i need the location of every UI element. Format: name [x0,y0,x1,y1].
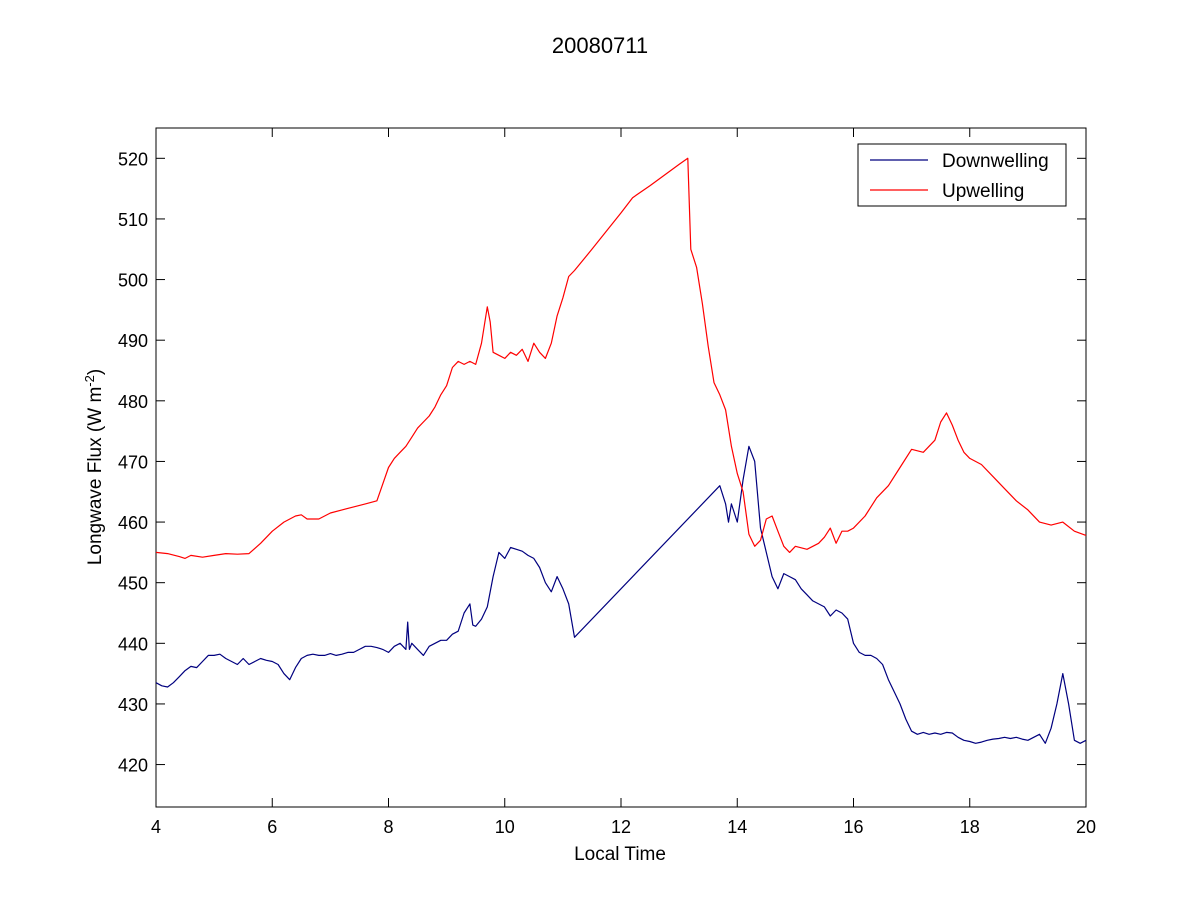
x-tick-label: 6 [267,817,277,837]
y-tick-label: 510 [118,210,148,230]
series-line-downwelling [155,445,1087,744]
y-tick-label: 440 [118,634,148,654]
y-tick-label: 430 [118,695,148,715]
y-tick-label: 420 [118,756,148,776]
axes-box [155,127,1087,808]
x-tick-label: 10 [495,817,515,837]
x-tick-label: 20 [1076,817,1096,837]
x-tick-label: 8 [383,817,393,837]
y-axis-label-main: Longwave Flux (W m [85,387,106,565]
x-tick-label: 14 [727,817,747,837]
y-tick-label: 470 [118,452,148,472]
x-tick-label: 18 [960,817,980,837]
y-axis-label-close: ) [85,369,106,375]
y-axis-label-superscript: -2 [82,375,97,387]
legend-label-downwelling: Downwelling [942,151,1049,172]
y-tick-label: 480 [118,392,148,412]
legend-box [857,143,1067,207]
x-tick-label: 12 [611,817,631,837]
x-tick-label: 4 [151,817,161,837]
y-tick-label: 500 [118,271,148,291]
y-tick-label: 460 [118,513,148,533]
y-tick-label: 520 [118,149,148,169]
y-tick-label: 490 [118,331,148,351]
x-tick-label: 16 [843,817,863,837]
x-axis-label: Local Time [574,844,666,865]
chart-title: 20080711 [552,33,648,58]
legend-label-upwelling: Upwelling [942,181,1024,202]
series-line-upwelling [155,157,1087,560]
y-tick-label: 450 [118,574,148,594]
y-axis-label: Longwave Flux (W m-2) [82,369,106,565]
plot-area: 4 6 8 10 12 14 16 18 20 420 430 440 450 460 470 480 490 5… [118,127,1096,837]
